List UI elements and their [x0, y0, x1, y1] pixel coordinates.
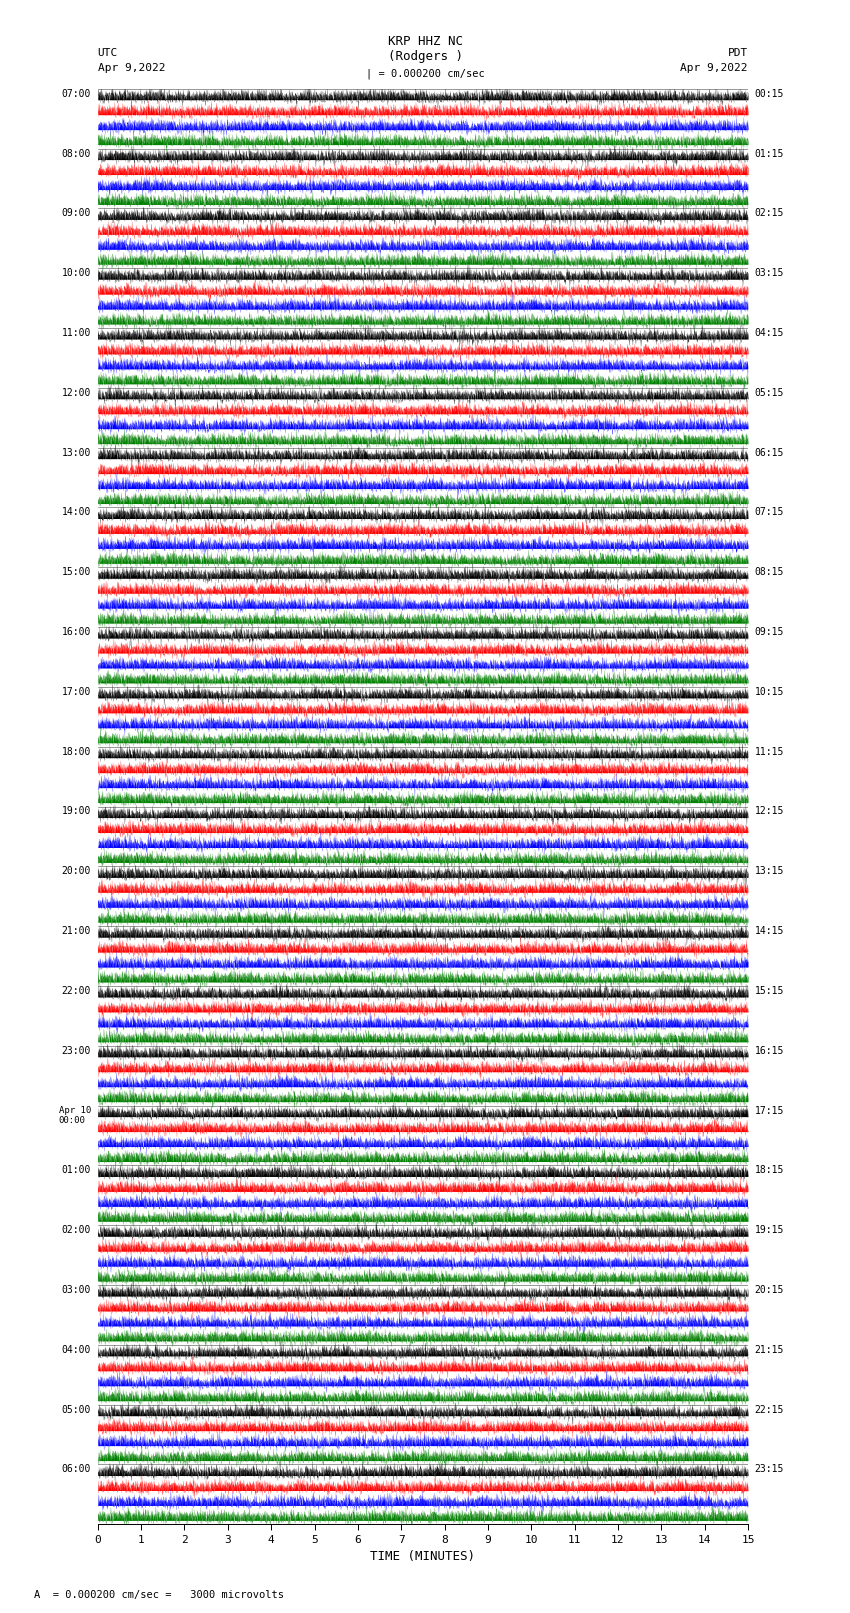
Text: 02:00: 02:00 — [61, 1226, 91, 1236]
Text: 18:00: 18:00 — [61, 747, 91, 756]
Text: 10:15: 10:15 — [755, 687, 785, 697]
Text: A  = 0.000200 cm/sec =   3000 microvolts: A = 0.000200 cm/sec = 3000 microvolts — [34, 1590, 284, 1600]
Text: Apr 10
00:00: Apr 10 00:00 — [59, 1105, 91, 1124]
Text: 22:00: 22:00 — [61, 986, 91, 995]
Text: 04:00: 04:00 — [61, 1345, 91, 1355]
Text: 16:00: 16:00 — [61, 627, 91, 637]
Text: 12:15: 12:15 — [755, 806, 785, 816]
Text: | = 0.000200 cm/sec: | = 0.000200 cm/sec — [366, 68, 484, 79]
Text: 07:00: 07:00 — [61, 89, 91, 98]
Text: 03:00: 03:00 — [61, 1286, 91, 1295]
Text: 23:15: 23:15 — [755, 1465, 785, 1474]
Text: 15:15: 15:15 — [755, 986, 785, 995]
Text: 17:00: 17:00 — [61, 687, 91, 697]
Text: 10:00: 10:00 — [61, 268, 91, 277]
Text: 04:15: 04:15 — [755, 327, 785, 339]
Text: 09:15: 09:15 — [755, 627, 785, 637]
Text: (Rodgers ): (Rodgers ) — [388, 50, 462, 63]
Text: 08:00: 08:00 — [61, 148, 91, 158]
Text: 17:15: 17:15 — [755, 1105, 785, 1116]
Text: 19:15: 19:15 — [755, 1226, 785, 1236]
Text: 03:15: 03:15 — [755, 268, 785, 277]
Text: 23:00: 23:00 — [61, 1045, 91, 1057]
Text: 13:15: 13:15 — [755, 866, 785, 876]
Text: 00:15: 00:15 — [755, 89, 785, 98]
X-axis label: TIME (MINUTES): TIME (MINUTES) — [371, 1550, 475, 1563]
Text: 16:15: 16:15 — [755, 1045, 785, 1057]
Text: 14:00: 14:00 — [61, 508, 91, 518]
Text: 09:00: 09:00 — [61, 208, 91, 218]
Text: 22:15: 22:15 — [755, 1405, 785, 1415]
Text: KRP HHZ NC: KRP HHZ NC — [388, 35, 462, 48]
Text: Apr 9,2022: Apr 9,2022 — [98, 63, 165, 73]
Text: 13:00: 13:00 — [61, 447, 91, 458]
Text: 07:15: 07:15 — [755, 508, 785, 518]
Text: UTC: UTC — [98, 48, 118, 58]
Text: 20:00: 20:00 — [61, 866, 91, 876]
Text: 06:15: 06:15 — [755, 447, 785, 458]
Text: 21:00: 21:00 — [61, 926, 91, 936]
Text: 02:15: 02:15 — [755, 208, 785, 218]
Text: 01:00: 01:00 — [61, 1165, 91, 1176]
Text: 19:00: 19:00 — [61, 806, 91, 816]
Text: PDT: PDT — [728, 48, 748, 58]
Text: 18:15: 18:15 — [755, 1165, 785, 1176]
Text: 01:15: 01:15 — [755, 148, 785, 158]
Text: 06:00: 06:00 — [61, 1465, 91, 1474]
Text: 11:00: 11:00 — [61, 327, 91, 339]
Text: 05:15: 05:15 — [755, 387, 785, 398]
Text: 21:15: 21:15 — [755, 1345, 785, 1355]
Text: 15:00: 15:00 — [61, 568, 91, 577]
Text: 20:15: 20:15 — [755, 1286, 785, 1295]
Text: 05:00: 05:00 — [61, 1405, 91, 1415]
Text: 12:00: 12:00 — [61, 387, 91, 398]
Text: Apr 9,2022: Apr 9,2022 — [681, 63, 748, 73]
Text: 11:15: 11:15 — [755, 747, 785, 756]
Text: 08:15: 08:15 — [755, 568, 785, 577]
Text: 14:15: 14:15 — [755, 926, 785, 936]
